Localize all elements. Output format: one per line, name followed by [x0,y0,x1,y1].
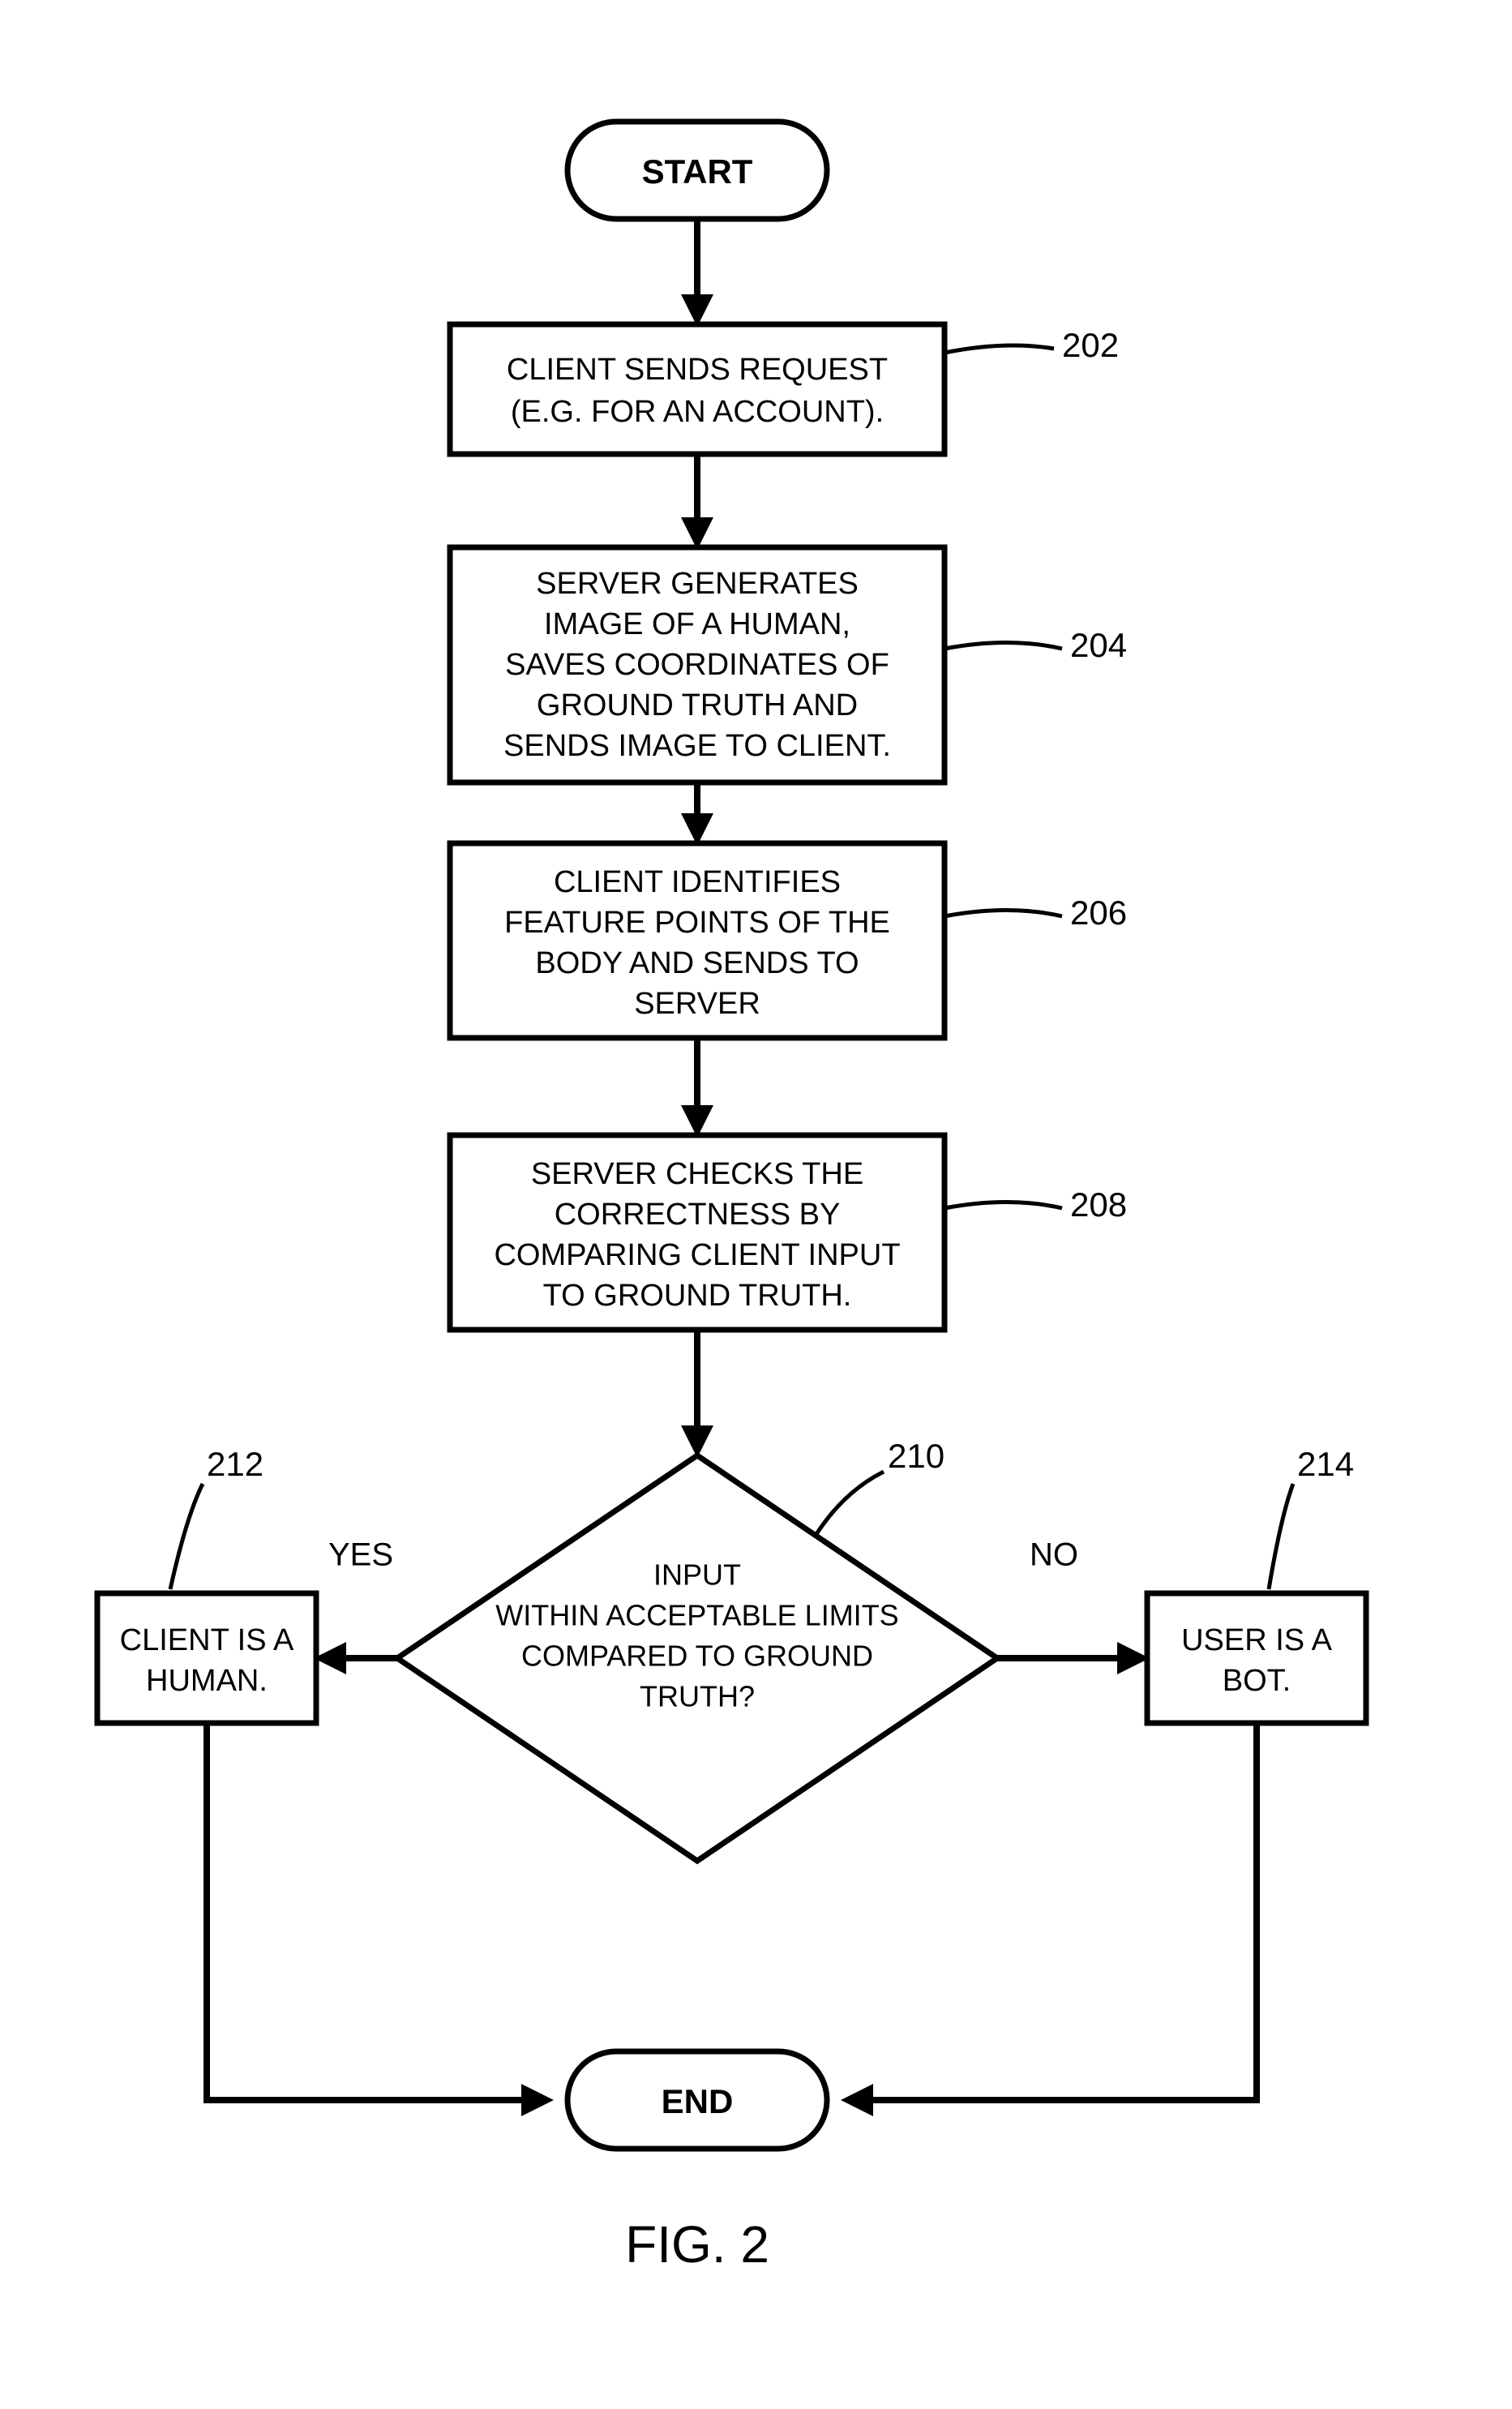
process-202: CLIENT SENDS REQUEST (E.G. FOR AN ACCOUN… [450,324,944,454]
end-node: END [568,2051,827,2149]
n204-line1: SERVER GENERATES [536,567,859,601]
ref-leader-210 [815,1472,884,1537]
n208-line2: CORRECTNESS BY [555,1198,841,1232]
n206-line4: SERVER [634,987,760,1021]
n206-line2: FEATURE POINTS OF THE [504,906,890,940]
ref-leader-208 [944,1202,1062,1209]
ref-210: 210 [888,1437,944,1475]
ref-202: 202 [1062,326,1119,364]
figure-label: FIG. 2 [625,2215,769,2274]
ref-leader-206 [944,911,1062,917]
n204-line4: GROUND TRUTH AND [537,688,858,722]
ref-leader-214 [1269,1484,1293,1589]
end-label: END [662,2082,734,2120]
n206-line1: CLIENT IDENTIFIES [554,865,841,899]
ref-leader-212 [170,1484,203,1589]
n204-line5: SENDS IMAGE TO CLIENT. [503,729,891,763]
n210-line4: TRUTH? [640,1680,755,1713]
process-208: SERVER CHECKS THE CORRECTNESS BY COMPARI… [450,1135,944,1330]
n214-line1: USER IS A [1181,1623,1332,1657]
n208-line4: TO GROUND TRUTH. [543,1279,852,1313]
process-212: CLIENT IS A HUMAN. [97,1593,316,1723]
n212-line2: HUMAN. [146,1664,268,1698]
ref-204: 204 [1070,626,1127,664]
n208-line1: SERVER CHECKS THE [531,1157,863,1191]
ref-leader-204 [944,643,1062,649]
no-label: NO [1030,1537,1078,1573]
ref-212: 212 [207,1445,263,1483]
process-204: SERVER GENERATES IMAGE OF A HUMAN, SAVES… [450,547,944,782]
connector-212-end [207,1723,547,2100]
yes-label: YES [328,1537,393,1573]
start-node: START [568,122,827,219]
n204-line3: SAVES COORDINATES OF [505,648,889,682]
ref-208: 208 [1070,1185,1127,1224]
n206-line3: BODY AND SENDS TO [535,946,859,980]
n204-line2: IMAGE OF A HUMAN, [544,607,850,641]
start-label: START [642,152,753,191]
connector-214-end [847,1723,1257,2100]
n210-line2: WITHIN ACCEPTABLE LIMITS [495,1599,898,1632]
n202-line2: (E.G. FOR AN ACCOUNT). [511,395,884,429]
n212-line1: CLIENT IS A [120,1623,294,1657]
n210-line3: COMPARED TO GROUND [521,1640,873,1673]
n210-line1: INPUT [653,1558,741,1592]
n202-line1: CLIENT SENDS REQUEST [507,353,888,387]
process-214: USER IS A BOT. [1147,1593,1366,1723]
ref-206: 206 [1070,894,1127,932]
ref-leader-202 [944,345,1054,353]
ref-214: 214 [1297,1445,1354,1483]
process-206: CLIENT IDENTIFIES FEATURE POINTS OF THE … [450,843,944,1038]
n208-line3: COMPARING CLIENT INPUT [494,1238,900,1272]
n214-line2: BOT. [1223,1664,1291,1698]
decision-210: INPUT WITHIN ACCEPTABLE LIMITS COMPARED … [397,1455,997,1861]
